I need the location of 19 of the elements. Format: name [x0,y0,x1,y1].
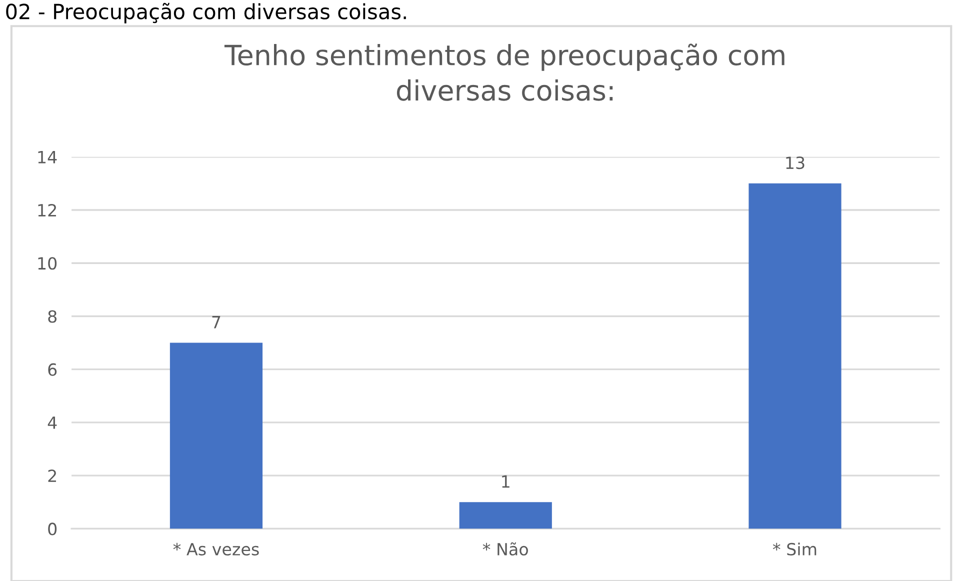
y-tick-label: 10 [38,257,57,270]
text: 02 - Preocupação com diversas coisas. [6,2,406,24]
chart-title: Tenho sentimentos de preocupação com diversas coisas: [224,44,784,101]
x-tick-label: * Não [482,542,528,556]
y-tick-label: 12 [38,204,56,216]
x-tick-label: * As vezes [173,542,259,556]
y-tick-label: 14 [38,151,57,164]
bar [459,502,552,529]
data-label: 1 [502,475,510,488]
bar [748,183,842,529]
y-tick-label: 0 [48,522,57,536]
data-label: 7 [212,316,220,328]
x-tick-label: * Sim [772,542,816,556]
y-tick-label: 8 [48,310,57,323]
y-tick-label: 2 [48,470,56,482]
y-tick-label: 4 [48,416,57,429]
data-label: 13 [786,156,804,170]
bar [170,342,263,529]
y-tick-label: 6 [48,363,57,376]
